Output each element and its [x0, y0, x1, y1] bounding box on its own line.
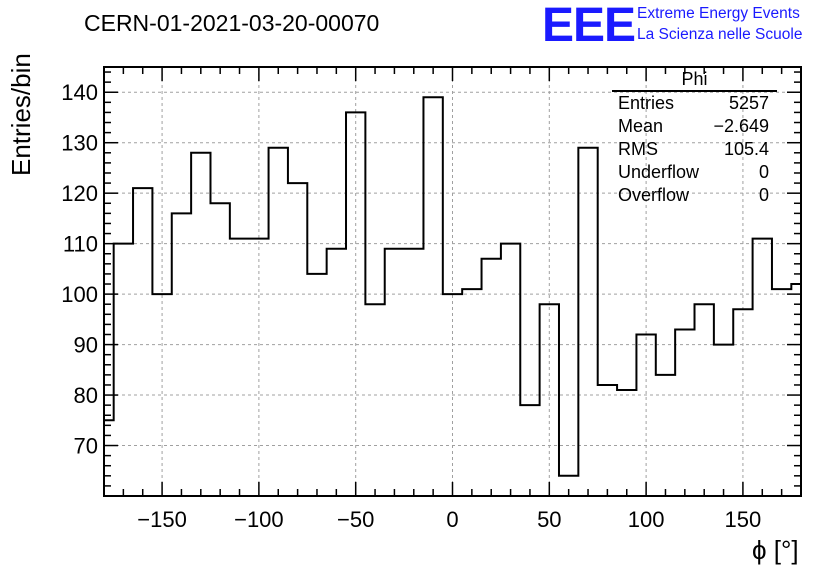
stats-row-entries: Entries 5257 [612, 92, 777, 115]
y-tick-label: 90 [74, 333, 98, 358]
y-tick-label: 100 [61, 282, 98, 307]
y-tick-label: 120 [61, 181, 98, 206]
stats-row-rms: RMS 105.4 [612, 138, 777, 161]
stats-row-overflow: Overflow 0 [612, 184, 777, 207]
eee-logo: EEE [542, 0, 636, 52]
stats-title: Phi [612, 68, 777, 92]
stats-value: −2.649 [713, 116, 769, 136]
y-tick-label: 130 [61, 131, 98, 156]
x-tick-label: −50 [337, 507, 374, 532]
stats-label: RMS [618, 139, 658, 159]
stats-value: 0 [758, 185, 769, 205]
x-tick-label: 150 [725, 507, 762, 532]
stats-label: Entries [618, 93, 675, 113]
stats-value: 5257 [728, 93, 769, 113]
x-tick-label: −100 [234, 507, 284, 532]
stats-value: 0 [758, 162, 769, 182]
x-tick-label: 50 [537, 507, 561, 532]
stats-label: Mean [618, 116, 664, 136]
x-axis-label: ϕ [°] [752, 535, 799, 565]
logo-subtitle-1: Extreme Energy Events [637, 5, 800, 22]
x-tick-label: 100 [628, 507, 665, 532]
x-tick-label: −150 [137, 507, 187, 532]
stats-label: Underflow [618, 162, 700, 182]
histogram-line [104, 96, 801, 477]
y-tick-label: 110 [63, 232, 98, 257]
y-axis-label: Entries/bin [6, 53, 36, 176]
y-tick-label: 70 [74, 434, 98, 459]
run-title: CERN-01-2021-03-20-00070 [84, 10, 380, 36]
x-tick-label: 0 [446, 507, 458, 532]
y-tick-label: 140 [61, 80, 98, 105]
stats-box: Phi Entries 5257 Mean −2.649 RMS 105.4 U… [612, 68, 777, 207]
stats-label: Overflow [618, 185, 690, 205]
stats-row-underflow: Underflow 0 [612, 161, 777, 184]
y-tick-label: 80 [74, 383, 98, 408]
logo-subtitle-2: La Scienza nelle Scuole [637, 26, 803, 43]
stats-row-mean: Mean −2.649 [612, 115, 777, 138]
stats-value: 105.4 [723, 139, 769, 159]
